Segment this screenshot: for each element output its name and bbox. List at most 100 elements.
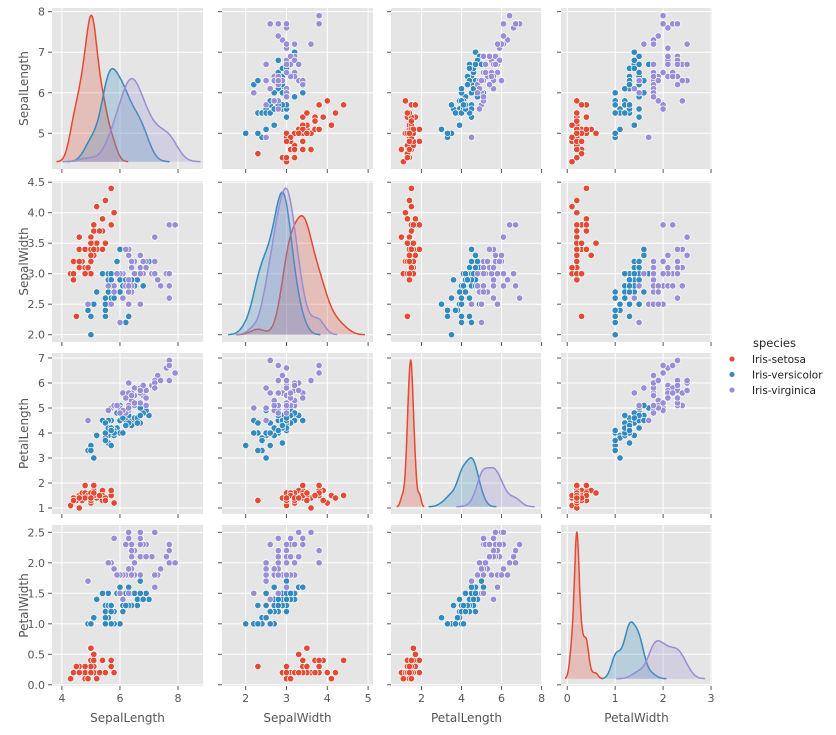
scatter-point bbox=[683, 376, 691, 385]
scatter-point bbox=[409, 221, 417, 229]
scatter-point bbox=[471, 251, 480, 259]
scatter-point bbox=[499, 20, 508, 28]
scatter-point bbox=[98, 656, 107, 664]
scatter-point bbox=[299, 394, 307, 402]
scatter-point bbox=[84, 675, 92, 683]
x-axis-label: PetalLength bbox=[431, 711, 502, 725]
scatter-point bbox=[467, 257, 476, 266]
scatter-point bbox=[136, 270, 144, 278]
scatter-point bbox=[254, 129, 262, 137]
scatter-point bbox=[592, 129, 600, 137]
scatter-point bbox=[98, 270, 107, 278]
scatter-point bbox=[664, 52, 672, 60]
scatter-point bbox=[142, 264, 150, 272]
scatter-point bbox=[640, 40, 648, 48]
scatter-point bbox=[573, 251, 581, 259]
scatter-point bbox=[485, 553, 494, 561]
scatter-point bbox=[84, 300, 92, 308]
scatter-point bbox=[625, 300, 634, 308]
scatter-point bbox=[128, 553, 136, 561]
x-tick-label: 0 bbox=[564, 692, 571, 705]
scatter-point bbox=[635, 52, 643, 60]
scatter-point bbox=[125, 589, 133, 597]
scatter-point bbox=[683, 251, 691, 259]
scatter-point bbox=[635, 318, 643, 327]
scatter-point bbox=[274, 534, 282, 542]
scatter-point bbox=[116, 409, 124, 417]
scatter-point bbox=[93, 203, 101, 211]
scatter-point bbox=[116, 245, 124, 253]
kde-line-Iris-setosa bbox=[564, 531, 603, 680]
scatter-point bbox=[516, 294, 524, 302]
scatter-point bbox=[287, 534, 295, 542]
scatter-point bbox=[506, 559, 514, 567]
scatter-point bbox=[621, 109, 629, 117]
scatter-point bbox=[311, 491, 319, 500]
scatter-point bbox=[98, 589, 107, 597]
scatter-point bbox=[331, 494, 340, 502]
scatter-point bbox=[107, 276, 115, 284]
scatter-point bbox=[299, 137, 307, 145]
scatter-point bbox=[295, 553, 303, 561]
scatter-point bbox=[75, 494, 83, 502]
scatter-point bbox=[611, 109, 619, 117]
scatter-point bbox=[151, 571, 159, 579]
scatter-point bbox=[319, 496, 327, 505]
scatter-point bbox=[493, 40, 502, 48]
scatter-point bbox=[479, 288, 488, 296]
scatter-point bbox=[411, 101, 419, 109]
scatter-point bbox=[303, 129, 311, 137]
scatter-point bbox=[451, 109, 460, 117]
scatter-point bbox=[142, 394, 150, 402]
scatter-point bbox=[582, 481, 590, 490]
scatter-point bbox=[122, 601, 130, 610]
scatter-point bbox=[295, 60, 303, 68]
scatter-point bbox=[101, 306, 109, 314]
scatter-point bbox=[274, 547, 282, 555]
scatter-point bbox=[678, 282, 686, 290]
scatter-point bbox=[119, 294, 127, 302]
scatter-point bbox=[659, 221, 667, 229]
scatter-point bbox=[165, 282, 173, 290]
y-tick-label: 1.5 bbox=[28, 587, 46, 600]
scatter-point bbox=[477, 300, 486, 308]
kde-line-Iris-versicolor bbox=[228, 191, 321, 336]
y-tick-label: 0.5 bbox=[28, 648, 46, 661]
scatter-point bbox=[582, 227, 590, 235]
panel-SepalWidth-vs-PetalLength bbox=[387, 181, 543, 346]
kde-fill-Iris-setosa bbox=[56, 15, 129, 162]
scatter-point bbox=[481, 60, 490, 68]
scatter-point bbox=[499, 270, 508, 278]
scatter-point bbox=[75, 669, 83, 677]
scatter-point bbox=[157, 376, 165, 385]
scatter-point bbox=[455, 288, 464, 296]
scatter-point bbox=[630, 414, 638, 422]
scatter-point bbox=[270, 121, 278, 129]
scatter-point bbox=[654, 77, 662, 85]
scatter-point bbox=[654, 32, 662, 40]
scatter-point bbox=[254, 446, 262, 455]
x-tick-label: 2 bbox=[242, 692, 249, 705]
scatter-point bbox=[403, 154, 411, 162]
scatter-point bbox=[107, 662, 115, 671]
scatter-point bbox=[136, 553, 144, 561]
scatter-point bbox=[93, 675, 101, 683]
scatter-point bbox=[630, 48, 638, 56]
scatter-point bbox=[107, 426, 115, 435]
scatter-point bbox=[122, 245, 130, 253]
scatter-point bbox=[282, 20, 291, 28]
scatter-point bbox=[287, 589, 295, 597]
scatter-point bbox=[270, 565, 278, 573]
x-tick-label: 4 bbox=[458, 692, 465, 705]
scatter-point bbox=[287, 675, 295, 683]
scatter-point bbox=[130, 399, 139, 407]
scatter-point bbox=[266, 429, 274, 437]
scatter-point bbox=[443, 620, 452, 628]
panel-SepalLength-vs-PetalWidth bbox=[557, 8, 712, 173]
scatter-point bbox=[578, 239, 586, 247]
scatter-point bbox=[463, 276, 472, 284]
scatter-point bbox=[274, 571, 282, 579]
scatter-point bbox=[506, 221, 514, 229]
panel-SepalLength-vs-SepalLength: 5 6 7 8 bbox=[38, 6, 203, 173]
scatter-point bbox=[136, 386, 144, 395]
